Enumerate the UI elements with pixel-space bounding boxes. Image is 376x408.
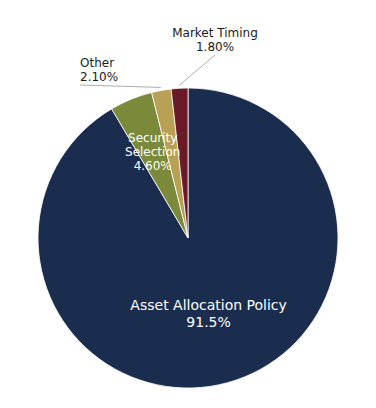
chart: Asset Allocation Policy91.5% SecuritySele… [0, 0, 376, 408]
slices [38, 88, 338, 388]
slice [38, 88, 338, 388]
value-label: 91.5% [186, 314, 230, 330]
slice-label-line: Security [128, 131, 177, 145]
value-label: 2.10% [80, 70, 118, 84]
slice-label-line: Asset Allocation Policy [130, 297, 286, 313]
slice-label-line: Selection [125, 145, 180, 159]
slice-label: Asset Allocation Policy [130, 297, 286, 313]
slice-label: SecuritySelection [125, 131, 180, 159]
slice-label: Other [80, 56, 114, 70]
slice-label: Market Timing [172, 26, 258, 40]
value-label: 4.60% [134, 159, 172, 173]
slice [171, 88, 188, 238]
leader-line [179, 55, 215, 85]
leader-line [80, 85, 161, 87]
pie [38, 88, 338, 388]
labels: Asset Allocation Policy91.5% SecuritySele… [80, 26, 287, 330]
value-label: 1.80% [196, 40, 234, 54]
